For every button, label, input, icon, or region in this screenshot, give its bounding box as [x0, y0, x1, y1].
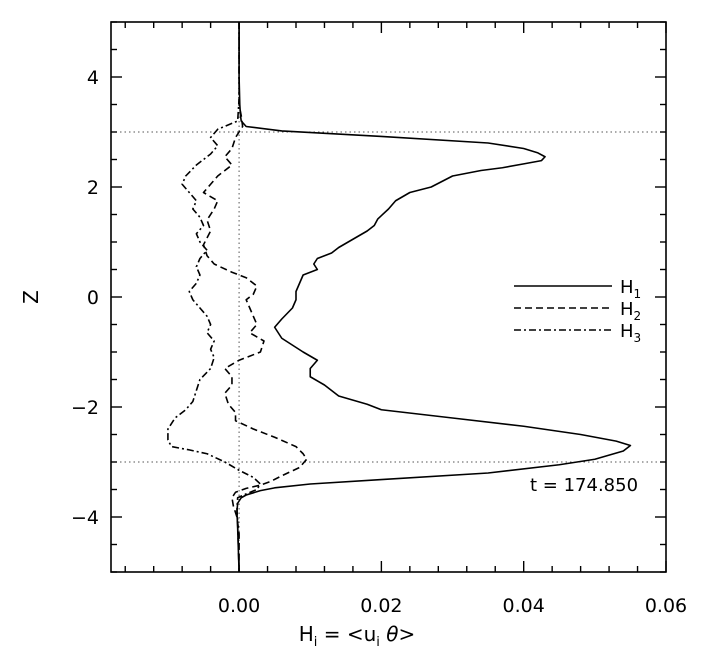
time-annotation: t = 174.850 — [530, 475, 638, 496]
reference-lines — [111, 22, 666, 572]
legend-label-h3: H3 — [620, 321, 641, 345]
series-layer — [167, 22, 632, 573]
x-axis-label-sub-2: i — [376, 635, 380, 650]
series-line-h2 — [202, 22, 308, 572]
y-tick-label: −4 — [71, 507, 99, 529]
y-tick-label: 4 — [87, 67, 99, 89]
y-tick-label: 0 — [87, 287, 99, 309]
y-tick-label: 2 — [87, 177, 99, 199]
axis-ticks — [111, 21, 667, 573]
y-tick-label: −2 — [71, 397, 99, 419]
x-axis-label-eq: = <u — [317, 622, 376, 646]
x-tick-label: 0.00 — [218, 595, 260, 617]
series-line-h1 — [236, 22, 632, 573]
x-tick-label: 0.02 — [360, 595, 402, 617]
legend-label-h1: H1 — [620, 277, 641, 301]
tick-labels: 0.00 0.02 0.04 0.06 −4 −2 0 2 4 — [71, 67, 687, 617]
series-line-h3 — [167, 22, 262, 573]
x-axis-label: Hi = <ui θ> — [299, 622, 416, 650]
x-axis-label-theta: θ> — [380, 622, 415, 646]
x-axis-label-sub-1: i — [314, 635, 318, 650]
legend-label-h2: H2 — [620, 299, 641, 323]
x-tick-label: 0.06 — [645, 595, 687, 617]
x-tick-label: 0.04 — [503, 595, 545, 617]
x-axis-label-h: H — [299, 622, 314, 646]
y-axis-label: Z — [19, 290, 43, 304]
